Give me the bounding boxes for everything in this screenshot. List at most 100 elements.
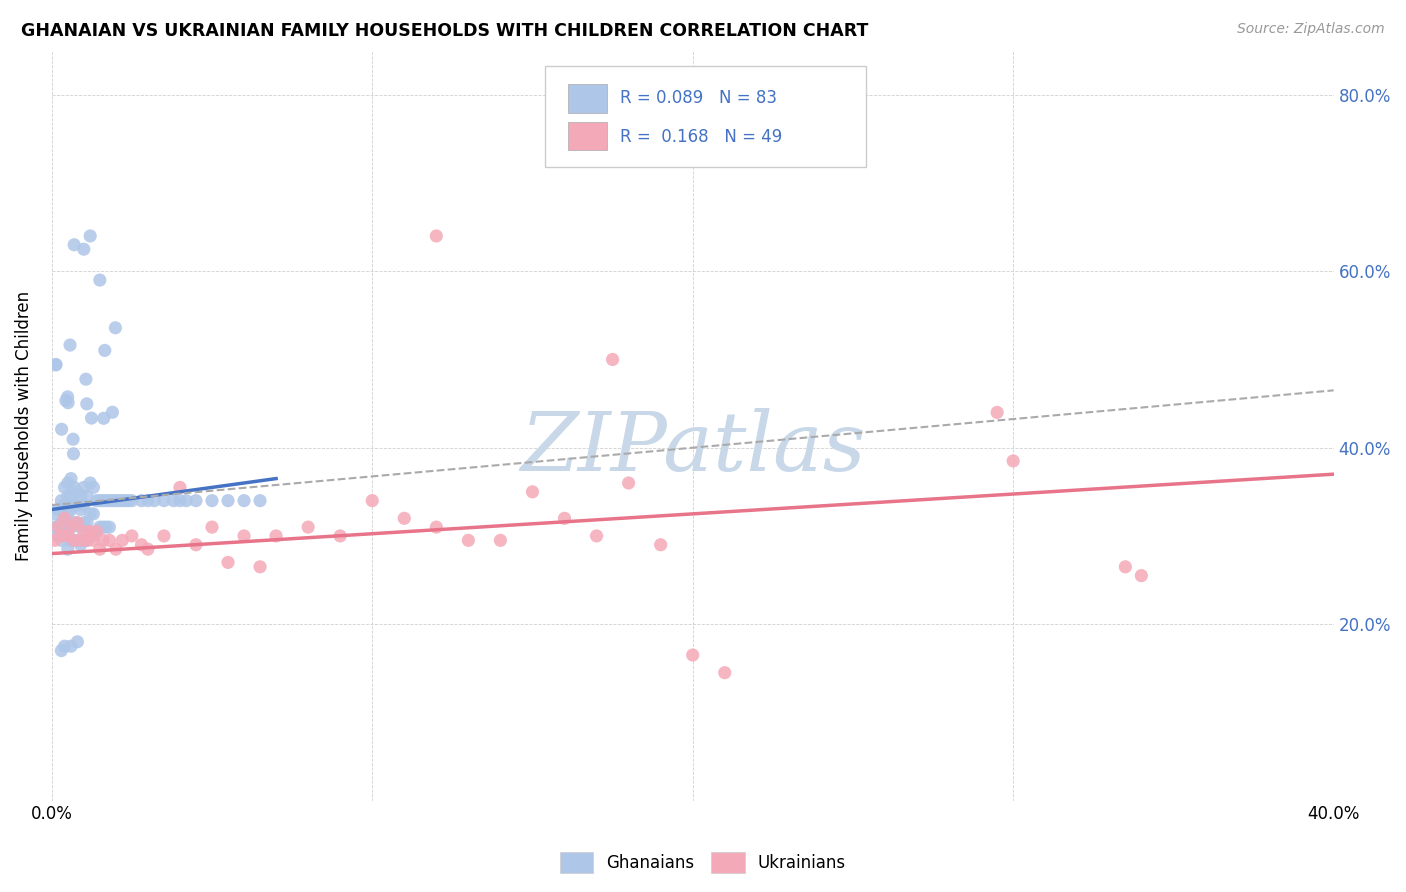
- Point: [361, 493, 384, 508]
- Point: [56, 395, 79, 409]
- Point: [111, 533, 134, 548]
- Point: [104, 493, 127, 508]
- Point: [96, 493, 118, 508]
- Point: [63, 498, 86, 512]
- Point: [201, 520, 224, 534]
- Point: [101, 493, 124, 508]
- Point: [69, 520, 91, 534]
- Point: [91, 493, 114, 508]
- Point: [62, 432, 84, 446]
- Point: [76, 516, 98, 530]
- Point: [59, 472, 82, 486]
- Point: [217, 493, 239, 508]
- Point: [73, 524, 96, 539]
- FancyBboxPatch shape: [568, 122, 607, 151]
- Point: [585, 529, 607, 543]
- Point: [184, 538, 207, 552]
- Text: GHANAIAN VS UKRAINIAN FAMILY HOUSEHOLDS WITH CHILDREN CORRELATION CHART: GHANAIAN VS UKRAINIAN FAMILY HOUSEHOLDS …: [21, 22, 869, 40]
- Text: ZIPatlas: ZIPatlas: [520, 409, 866, 488]
- Point: [713, 665, 735, 680]
- Point: [53, 511, 76, 525]
- Point: [569, 123, 592, 137]
- Point: [59, 502, 82, 516]
- Point: [104, 320, 127, 334]
- Point: [44, 520, 66, 534]
- Point: [98, 493, 121, 508]
- Point: [131, 538, 153, 552]
- Point: [114, 493, 136, 508]
- Point: [602, 352, 624, 367]
- Point: [93, 411, 115, 425]
- Point: [66, 516, 89, 530]
- Point: [63, 516, 86, 530]
- Text: R = 0.089   N = 83: R = 0.089 N = 83: [620, 89, 776, 107]
- Point: [69, 502, 91, 516]
- Point: [51, 422, 73, 436]
- Point: [98, 533, 121, 548]
- Y-axis label: Family Households with Children: Family Households with Children: [15, 291, 32, 561]
- Point: [53, 639, 76, 653]
- Point: [75, 372, 97, 386]
- Point: [297, 520, 319, 534]
- Point: [76, 533, 98, 548]
- Point: [136, 493, 159, 508]
- Point: [489, 533, 512, 548]
- Point: [59, 520, 82, 534]
- Point: [55, 393, 77, 408]
- Point: [63, 533, 86, 548]
- Point: [73, 480, 96, 494]
- Point: [425, 520, 447, 534]
- Point: [56, 524, 79, 539]
- Point: [79, 507, 101, 521]
- Point: [108, 493, 131, 508]
- Point: [45, 358, 67, 372]
- Point: [89, 493, 111, 508]
- Point: [217, 555, 239, 569]
- Point: [56, 390, 79, 404]
- Point: [69, 533, 91, 548]
- Point: [56, 475, 79, 490]
- Point: [89, 273, 111, 287]
- Point: [143, 493, 166, 508]
- Point: [53, 529, 76, 543]
- Point: [44, 533, 66, 548]
- Point: [59, 533, 82, 548]
- Point: [53, 480, 76, 494]
- Point: [121, 529, 143, 543]
- Point: [153, 529, 176, 543]
- Point: [76, 489, 98, 503]
- Point: [82, 480, 104, 494]
- Point: [162, 493, 184, 508]
- Point: [101, 405, 124, 419]
- Point: [46, 529, 69, 543]
- Point: [46, 520, 69, 534]
- Point: [233, 529, 256, 543]
- Point: [51, 529, 73, 543]
- Point: [59, 338, 82, 352]
- Point: [59, 639, 82, 653]
- Point: [73, 498, 96, 512]
- Point: [79, 524, 101, 539]
- Point: [1114, 559, 1136, 574]
- Point: [249, 559, 271, 574]
- Point: [264, 529, 287, 543]
- Point: [69, 538, 91, 552]
- Point: [59, 520, 82, 534]
- Point: [169, 480, 191, 494]
- Point: [522, 484, 544, 499]
- Point: [553, 511, 575, 525]
- Point: [51, 516, 73, 530]
- Point: [91, 520, 114, 534]
- FancyBboxPatch shape: [568, 85, 607, 113]
- Point: [104, 542, 127, 557]
- Point: [76, 397, 98, 411]
- Point: [82, 507, 104, 521]
- Point: [73, 242, 96, 256]
- Point: [650, 538, 672, 552]
- Point: [45, 358, 67, 372]
- Point: [131, 493, 153, 508]
- Point: [118, 493, 141, 508]
- Point: [233, 493, 256, 508]
- Point: [44, 507, 66, 521]
- Point: [56, 489, 79, 503]
